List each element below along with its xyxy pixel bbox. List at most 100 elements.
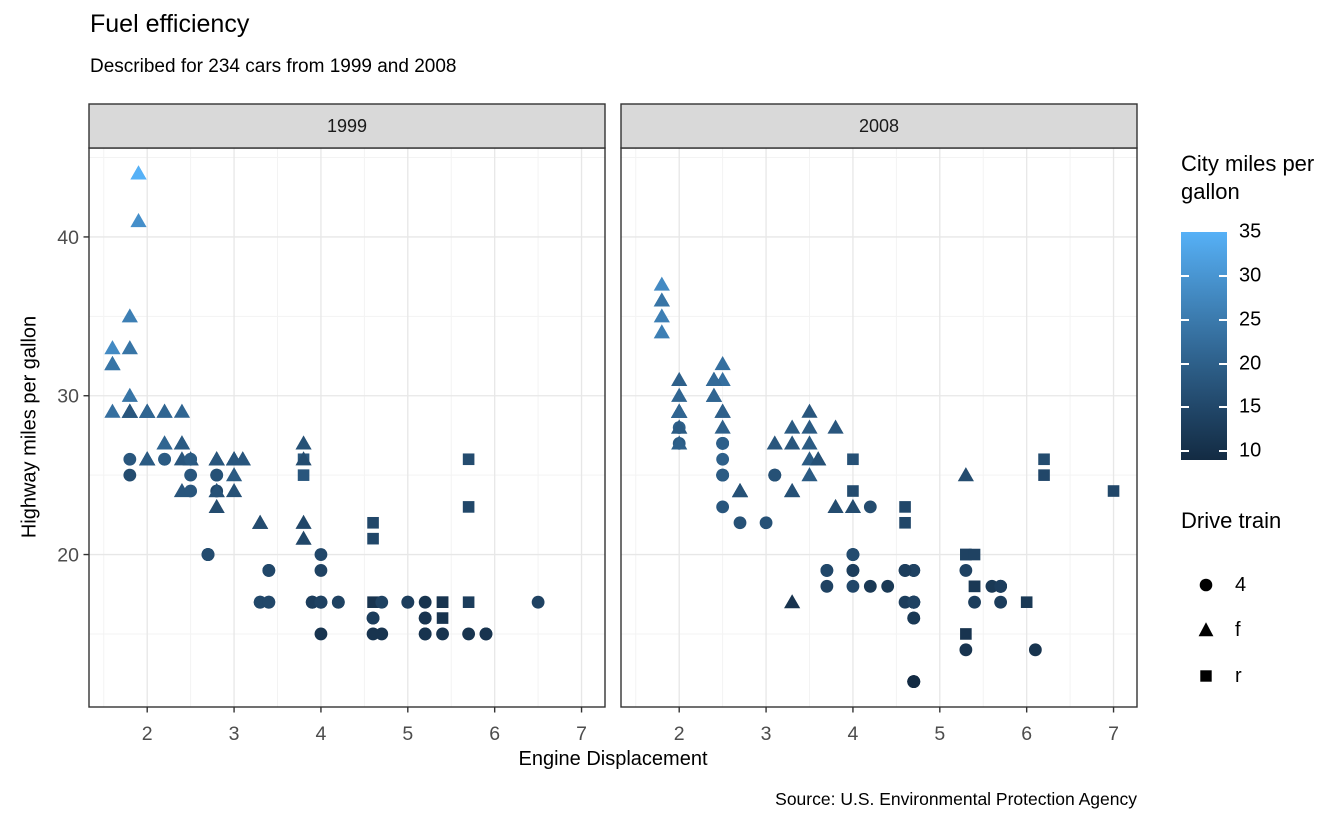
data-point xyxy=(801,419,818,434)
data-point xyxy=(994,579,1008,593)
data-point xyxy=(801,435,818,450)
data-point xyxy=(375,627,389,641)
data-point xyxy=(208,483,225,498)
data-point xyxy=(705,371,723,386)
data-point xyxy=(827,419,844,434)
data-point xyxy=(653,324,670,339)
data-point xyxy=(314,548,328,561)
x-tick-label: 6 xyxy=(489,723,500,745)
data-point xyxy=(898,564,912,577)
data-point xyxy=(104,403,121,418)
y-tick-label: 20 xyxy=(57,545,79,567)
data-point xyxy=(418,611,432,625)
data-point xyxy=(671,419,688,434)
x-tick-label: 3 xyxy=(761,723,772,745)
data-point xyxy=(847,453,859,466)
data-point xyxy=(968,548,981,561)
legend-item-label: f xyxy=(1235,618,1241,641)
y-tick-label: 30 xyxy=(57,386,79,408)
data-point xyxy=(847,485,859,497)
colorbar-tick-mark xyxy=(1219,406,1227,409)
colorbar-tick-mark xyxy=(1219,450,1227,453)
data-point xyxy=(314,595,328,609)
data-point xyxy=(784,435,801,450)
data-point xyxy=(262,564,276,577)
data-point xyxy=(714,403,731,418)
colorbar-tick-mark xyxy=(1181,274,1189,277)
data-point xyxy=(863,579,877,593)
data-point xyxy=(184,468,198,482)
data-point xyxy=(881,579,895,593)
x-tick-label: 2 xyxy=(674,723,685,745)
data-point xyxy=(184,484,198,498)
data-point xyxy=(671,387,688,402)
legend-item-label: r xyxy=(1235,664,1242,687)
facet-strip-label: 2008 xyxy=(859,116,899,136)
data-point xyxy=(130,213,147,228)
data-point xyxy=(121,387,138,402)
y-axis-title: Highway miles per gallon xyxy=(18,315,41,539)
data-point xyxy=(733,516,747,530)
data-point xyxy=(671,435,688,450)
colorbar-tick-label: 20 xyxy=(1239,352,1262,375)
data-point xyxy=(959,564,973,577)
x-tick-label: 6 xyxy=(1021,723,1032,745)
data-point xyxy=(784,594,801,609)
legend-item-label: 4 xyxy=(1235,573,1247,596)
data-point xyxy=(436,627,449,641)
legend-item-drv-r: r xyxy=(1195,661,1242,691)
x-axis-title: Engine Displacement xyxy=(518,748,708,770)
data-point xyxy=(104,355,121,371)
circle-icon xyxy=(1195,574,1217,596)
data-point xyxy=(295,435,312,450)
data-point xyxy=(295,514,312,529)
data-point xyxy=(367,516,379,529)
data-point xyxy=(225,451,243,466)
data-point xyxy=(716,468,730,482)
data-point xyxy=(768,468,782,482)
data-point xyxy=(462,501,475,513)
data-point xyxy=(907,595,921,609)
data-point xyxy=(846,548,860,561)
data-point xyxy=(225,467,243,482)
data-point xyxy=(705,387,723,402)
data-point xyxy=(201,548,215,561)
data-point xyxy=(479,627,493,641)
data-point xyxy=(844,498,862,514)
data-point xyxy=(827,498,844,514)
colorbar-tick-label: 30 xyxy=(1239,264,1262,287)
data-point xyxy=(714,419,731,434)
data-point xyxy=(104,340,121,355)
facet-strip-label: 1999 xyxy=(327,116,367,136)
data-point xyxy=(297,469,310,481)
data-point xyxy=(156,435,173,450)
x-tick-label: 4 xyxy=(848,723,859,745)
data-point xyxy=(1020,596,1033,608)
data-point xyxy=(716,500,730,514)
data-point xyxy=(531,595,545,609)
data-point xyxy=(784,483,801,498)
colorbar-tick-mark xyxy=(1219,274,1227,277)
data-point xyxy=(121,340,138,355)
data-point xyxy=(401,595,415,609)
plot-title: Fuel efficiency xyxy=(90,10,250,38)
legend-item-drv-4: 4 xyxy=(1195,570,1246,600)
facet-strip xyxy=(88,103,606,149)
data-point xyxy=(846,579,860,593)
colorbar-tick-mark xyxy=(1181,406,1189,409)
x-tick-label: 5 xyxy=(934,723,945,745)
x-tick-label: 7 xyxy=(576,723,587,745)
data-point xyxy=(314,564,328,577)
data-point xyxy=(252,514,269,529)
y-tick-label: 40 xyxy=(57,227,79,249)
square-icon xyxy=(1195,665,1217,687)
data-point xyxy=(716,452,730,466)
data-point xyxy=(173,403,191,418)
data-point xyxy=(123,468,137,482)
panel-background xyxy=(621,148,1137,707)
data-point xyxy=(899,501,911,513)
data-point xyxy=(418,627,432,641)
data-point xyxy=(1038,469,1050,481)
